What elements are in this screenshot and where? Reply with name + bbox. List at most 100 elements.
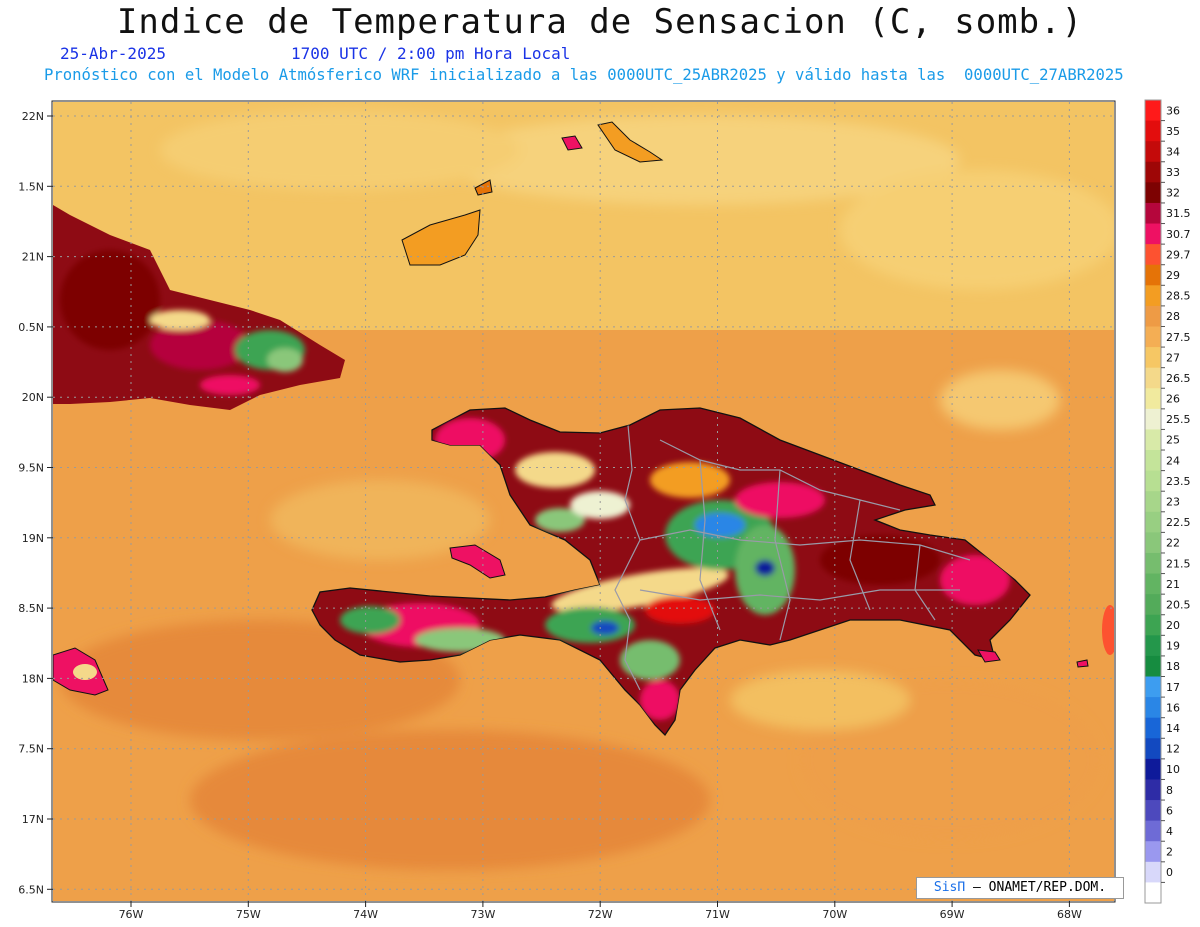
legend-label: 16 — [1166, 701, 1180, 714]
legend-swatch — [1145, 388, 1161, 410]
legend-label: 27.5 — [1166, 331, 1191, 344]
caicos-island — [597, 121, 664, 163]
legend-swatch — [1145, 655, 1161, 678]
legend-label: 29 — [1166, 269, 1180, 282]
legend-label: 28.5 — [1166, 290, 1191, 303]
lat-label: 8.5N — [18, 602, 44, 615]
legend-label: 34 — [1166, 145, 1180, 158]
heat-index-field — [53, 102, 1114, 901]
legend-swatch — [1145, 738, 1161, 760]
legend-label: 19 — [1166, 640, 1180, 653]
legend-swatch — [1145, 779, 1161, 801]
forecast-time: 1700 UTC / 2:00 pm Hora Local — [291, 44, 571, 63]
legend-swatch — [1145, 408, 1161, 430]
legend-swatch — [1145, 470, 1161, 492]
legend-swatch — [1145, 305, 1161, 327]
lon-label: 70W — [822, 908, 847, 921]
lat-label: 6.5N — [18, 883, 44, 896]
lon-label: 76W — [119, 908, 144, 921]
legend-label: 18 — [1166, 660, 1180, 673]
lat-label: 1.5N — [18, 180, 44, 193]
legend-label: 21.5 — [1166, 557, 1191, 570]
legend-label: 26 — [1166, 393, 1180, 406]
cuba-field — [60, 250, 305, 395]
legend-swatch — [1145, 100, 1161, 122]
legend-swatch — [1145, 244, 1161, 266]
legend-swatch — [1145, 676, 1161, 698]
legend-label: 20 — [1166, 619, 1180, 632]
lat-label: 0.5N — [18, 321, 44, 334]
legend-swatch — [1145, 367, 1161, 389]
legend-label: 28 — [1166, 310, 1180, 323]
legend-label: 36 — [1166, 104, 1180, 117]
legend-swatch — [1145, 573, 1161, 595]
legend-label: 17 — [1166, 681, 1180, 694]
page-title: Indice de Temperatura de Sensacion (C, s… — [116, 2, 1084, 42]
legend-label: 12 — [1166, 743, 1180, 756]
legend-label: 14 — [1166, 722, 1180, 735]
legend-swatch — [1145, 697, 1161, 719]
legend-swatch — [1145, 120, 1161, 142]
graticule — [53, 102, 1114, 901]
legend-label: 8 — [1166, 784, 1173, 797]
sispi-logo: SisΠ — [933, 880, 966, 895]
puerto-rico-edge — [1102, 605, 1114, 655]
color-legend: 363534333231.530.729.72928.52827.52726.5… — [1144, 99, 1191, 904]
legend-label: 32 — [1166, 187, 1180, 200]
legend-label: 24 — [1166, 454, 1180, 467]
lon-label: 74W — [353, 908, 378, 921]
legend-swatch — [1145, 182, 1161, 204]
province-borders — [614, 424, 971, 691]
lat-label: 19N — [22, 532, 44, 545]
legend-swatch — [1145, 717, 1161, 739]
legend-label: 35 — [1166, 125, 1180, 138]
legend-label: 20.5 — [1166, 598, 1191, 611]
legend-swatch — [1145, 511, 1161, 533]
legend-swatch — [1145, 820, 1161, 842]
legend-label: 27 — [1166, 351, 1180, 364]
legend-label: 0 — [1166, 866, 1173, 879]
legend-swatch — [1145, 614, 1161, 636]
legend-swatch — [1145, 882, 1161, 904]
legend-label: 21 — [1166, 578, 1180, 591]
legend-label: 31.5 — [1166, 207, 1191, 220]
gonave-island — [449, 544, 506, 579]
longitude-labels: 76W 75W 74W 73W 72W 71W 70W 69W 68W — [119, 901, 1082, 921]
jamaica-field — [73, 664, 97, 680]
lon-label: 72W — [588, 908, 613, 921]
legend-swatch — [1145, 202, 1161, 225]
legend-swatch — [1145, 223, 1161, 245]
small-island — [561, 135, 583, 151]
legend-swatch — [1145, 141, 1161, 163]
legend-label: 22 — [1166, 537, 1180, 550]
legend-swatch — [1145, 326, 1161, 348]
legend-label: 26.5 — [1166, 372, 1191, 385]
saona-island — [977, 649, 1001, 663]
lat-label: 21N — [22, 251, 44, 264]
legend-label: 4 — [1166, 825, 1173, 838]
legend-swatch — [1145, 841, 1161, 863]
legend-label: 30.7 — [1166, 228, 1191, 241]
legend-swatch — [1145, 861, 1161, 883]
small-island — [1076, 659, 1089, 668]
legend-label: 29.7 — [1166, 248, 1191, 261]
map-frame — [51, 100, 1116, 903]
legend-swatch — [1145, 532, 1161, 554]
legend-swatch — [1145, 491, 1161, 513]
legend-label: 25 — [1166, 434, 1180, 447]
inagua-island — [401, 209, 481, 266]
legend-label: 23 — [1166, 496, 1180, 509]
legend-label: 6 — [1166, 804, 1173, 817]
lat-label: 20N — [22, 391, 44, 404]
small-island — [474, 179, 493, 196]
credit-box: SisΠ – ONAMET/REP.DOM. — [916, 877, 1124, 899]
legend-label: 22.5 — [1166, 516, 1191, 529]
legend-frame — [1144, 99, 1162, 904]
legend-label: 25.5 — [1166, 413, 1191, 426]
model-info-line: Pronóstico con el Modelo Atmósferico WRF… — [44, 66, 1124, 84]
lat-label: 22N — [22, 110, 44, 123]
legend-swatch — [1145, 758, 1161, 780]
legend-swatch — [1145, 285, 1161, 307]
legend-swatch — [1145, 635, 1161, 657]
